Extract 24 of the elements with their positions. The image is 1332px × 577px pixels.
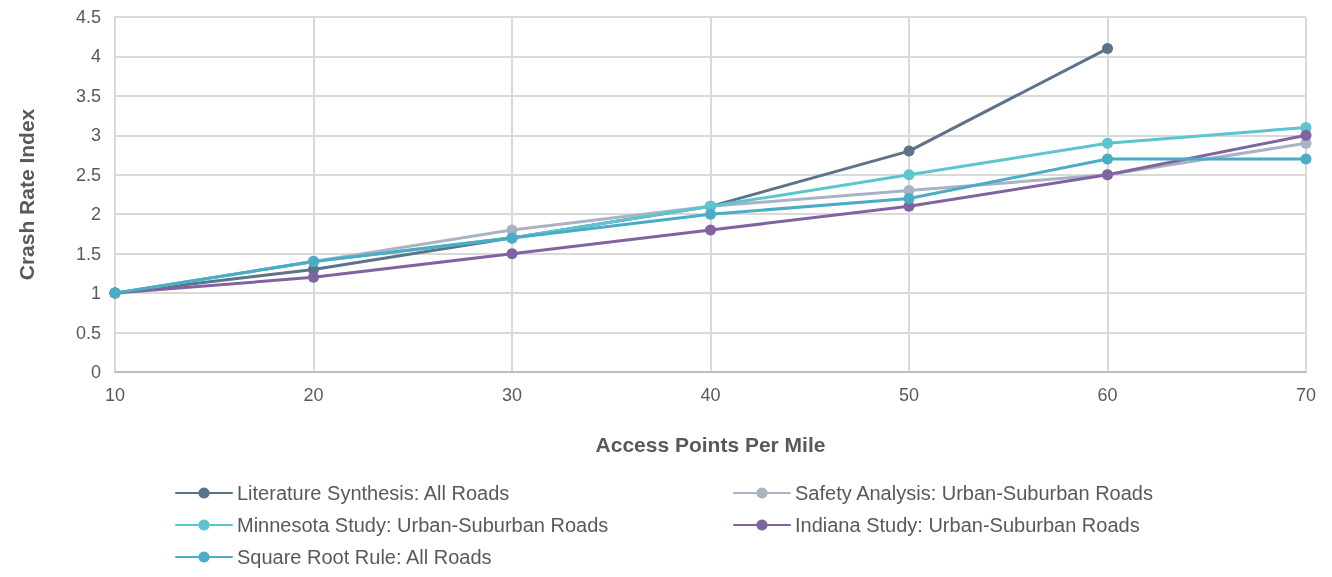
x-tick-label: 40: [700, 385, 721, 405]
y-tick-label: 3: [90, 125, 101, 146]
y-tick-label: 1.5: [75, 243, 101, 264]
y-tick-label: 2.5: [75, 164, 101, 185]
legend-label: Indiana Study: Urban-Suburban Roads: [795, 514, 1140, 536]
y-tick-label: 4.5: [75, 7, 101, 27]
y-tick-label: 0: [90, 362, 101, 382]
x-tick-label: 30: [501, 385, 523, 405]
x-tick-label: 50: [898, 385, 920, 405]
x-tick-label: 20: [303, 385, 324, 405]
x-axis-title: Access Points Per Mile: [595, 433, 826, 456]
legend-label: Minnesota Study: Urban-Suburban Roads: [237, 514, 609, 536]
legend-label: Square Root Rule: All Roads: [237, 546, 492, 568]
legend-label: Safety Analysis: Urban-Suburban Roads: [795, 482, 1153, 504]
y-tick-label: 1: [90, 283, 101, 304]
y-tick-label: 3.5: [75, 85, 101, 106]
y-tick-label: 2: [90, 204, 101, 225]
y-tick-label: 0.5: [75, 322, 101, 343]
x-tick-label: 10: [104, 385, 126, 405]
x-tick-label: 60: [1097, 385, 1118, 405]
y-tick-label: 4: [90, 46, 101, 67]
y-axis-title: Crash Rate Index: [15, 108, 38, 281]
x-tick-label: 70: [1295, 385, 1317, 405]
legend-label: Literature Synthesis: All Roads: [237, 482, 510, 504]
